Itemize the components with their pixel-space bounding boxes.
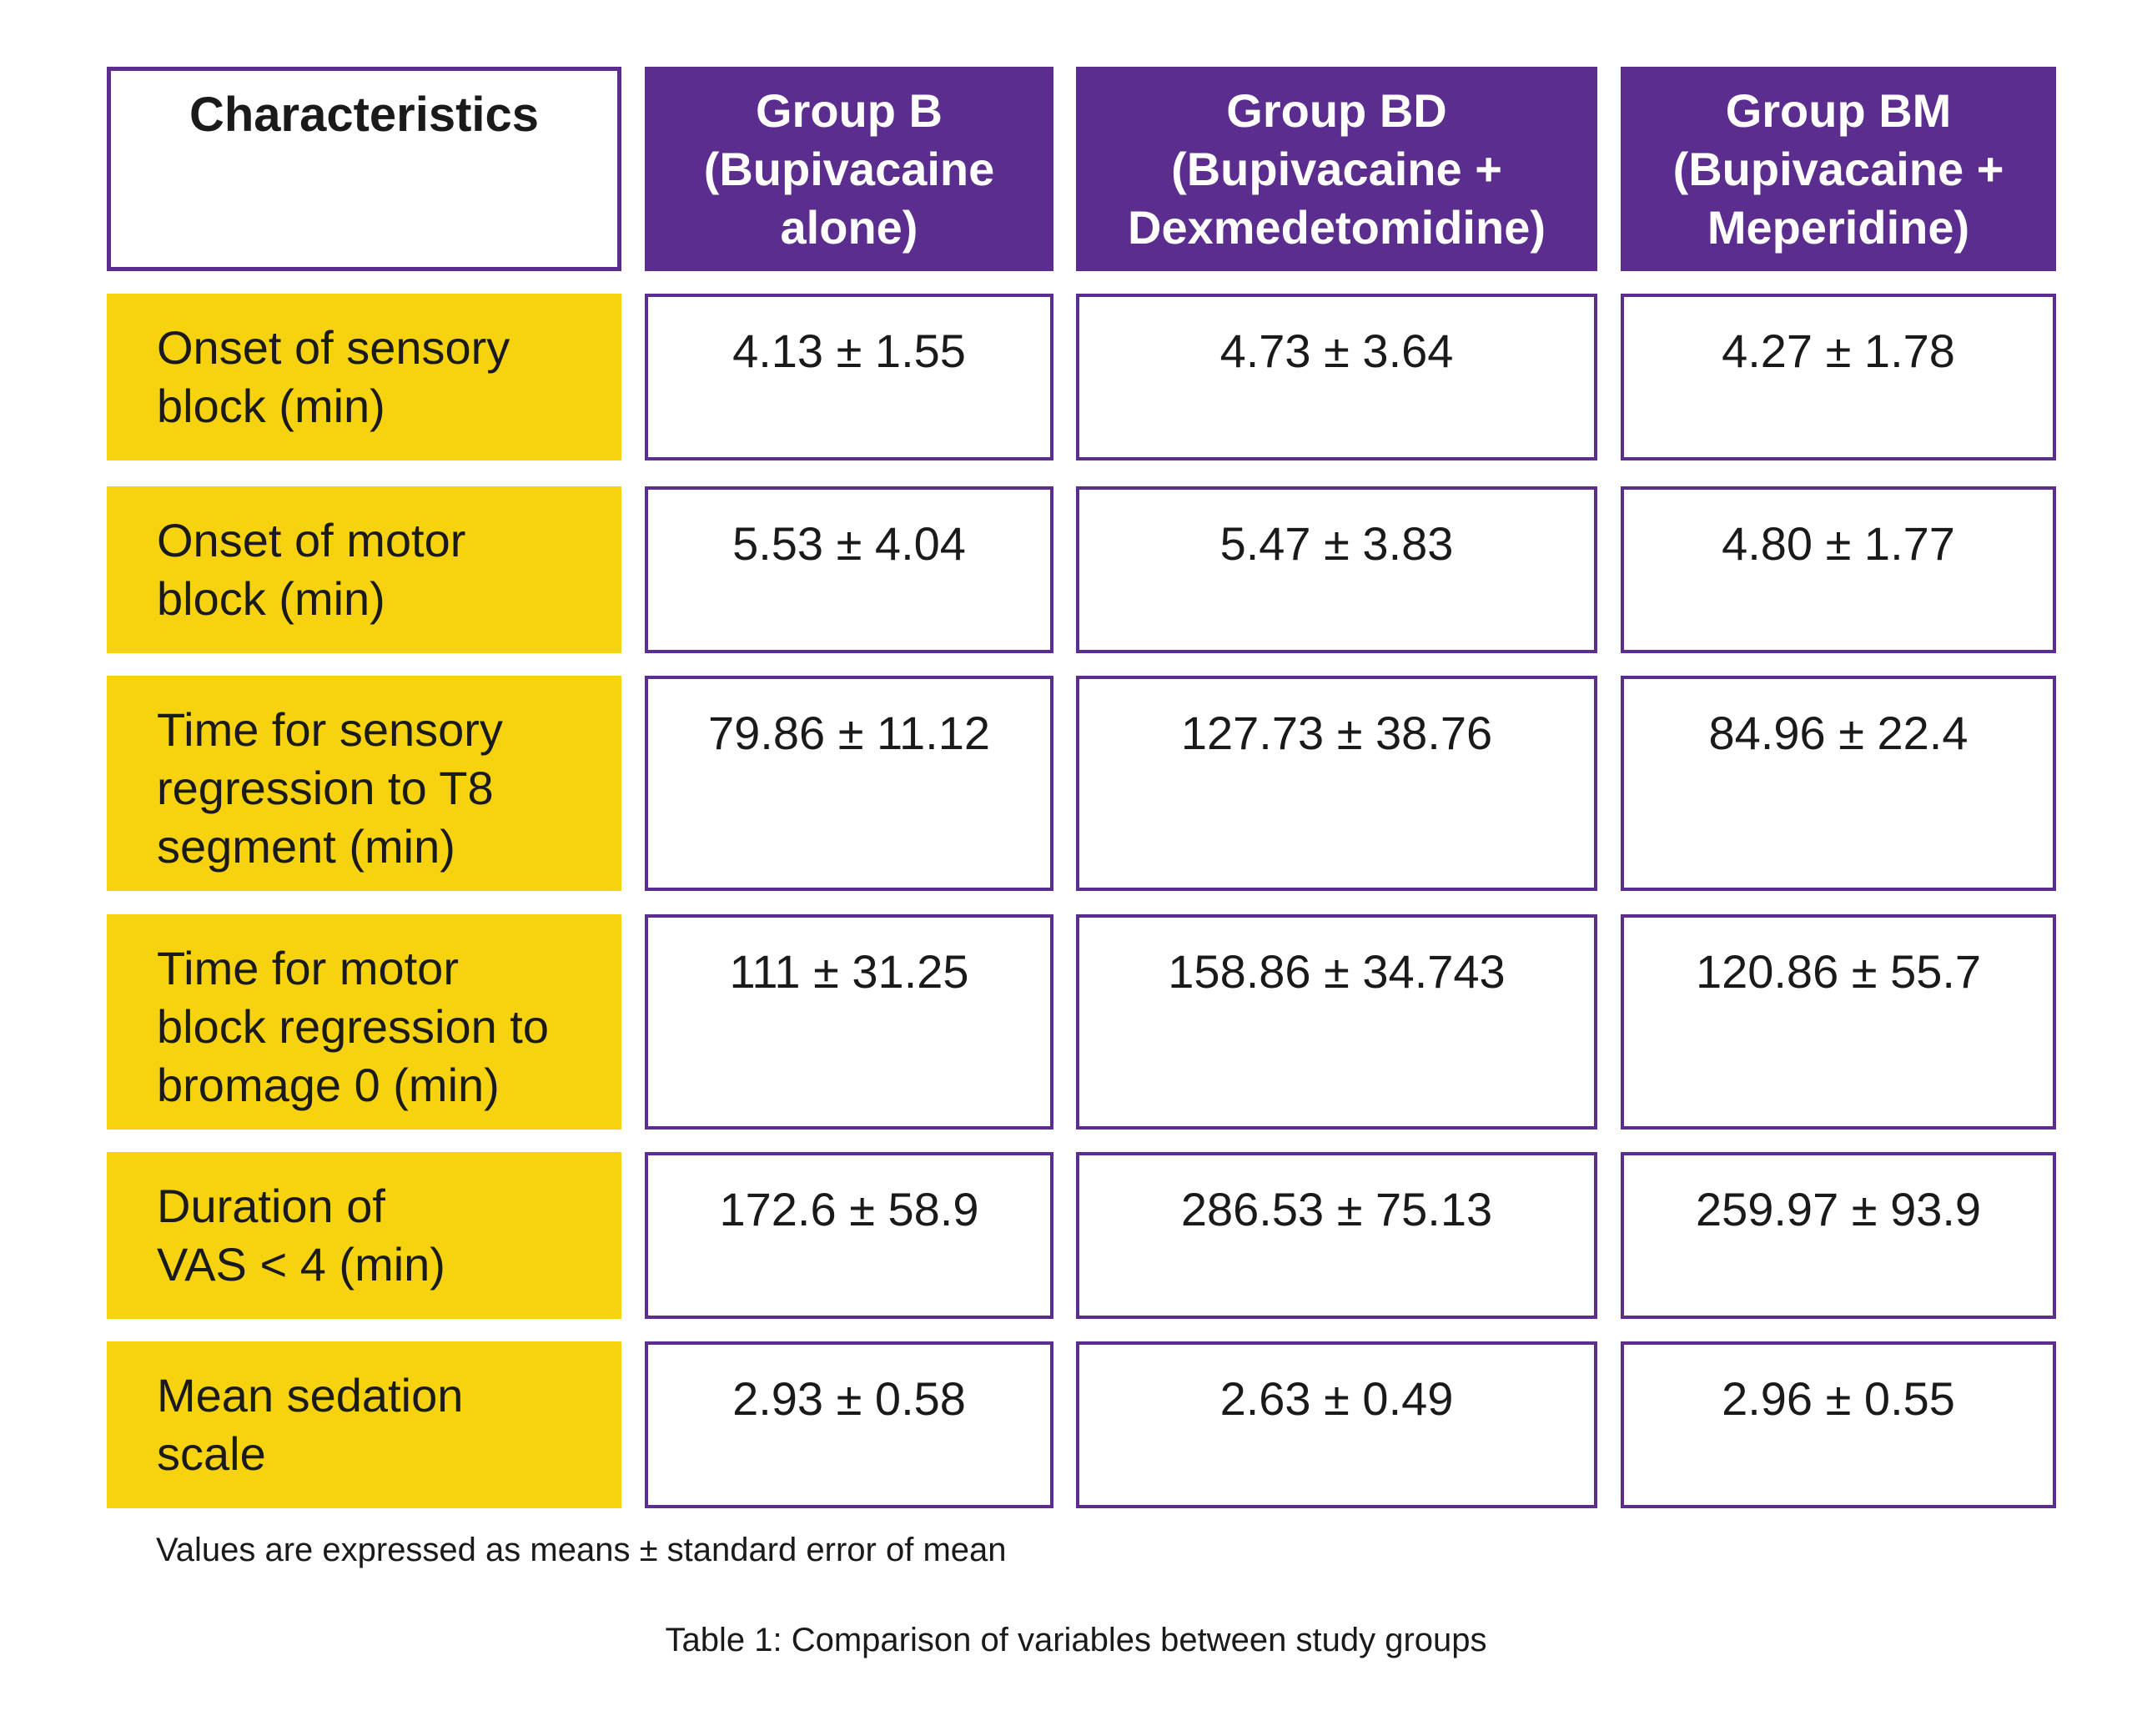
header-group-bm: Group BM (Bupivacaine + Meperidine)	[1621, 67, 2056, 271]
row-label-sensory-regression: Time for sensory regression to T8 segmen…	[107, 676, 621, 891]
value-cell: 4.80 ± 1.77	[1621, 486, 2056, 653]
value-cell: 5.47 ± 3.83	[1076, 486, 1597, 653]
value-cell: 172.6 ± 58.9	[645, 1152, 1053, 1319]
value-cell: 158.86 ± 34.743	[1076, 914, 1597, 1130]
value-cell: 2.93 ± 0.58	[645, 1341, 1053, 1508]
value-cell: 2.96 ± 0.55	[1621, 1341, 2056, 1508]
value-cell: 111 ± 31.25	[645, 914, 1053, 1130]
value-cell: 4.73 ± 3.64	[1076, 294, 1597, 460]
header-group-bd: Group BD (Bupivacaine + Dexmedetomidine)	[1076, 67, 1597, 271]
value-cell: 120.86 ± 55.7	[1621, 914, 2056, 1130]
header-characteristics: Characteristics	[107, 67, 621, 271]
value-cell: 84.96 ± 22.4	[1621, 676, 2056, 891]
row-label-sedation-scale: Mean sedation scale	[107, 1341, 621, 1508]
value-cell: 286.53 ± 75.13	[1076, 1152, 1597, 1319]
value-cell: 127.73 ± 38.76	[1076, 676, 1597, 891]
row-label-onset-motor: Onset of motor block (min)	[107, 486, 621, 653]
row-label-motor-regression: Time for motor block regression to broma…	[107, 914, 621, 1130]
value-cell: 79.86 ± 11.12	[645, 676, 1053, 891]
table-caption: Table 1: Comparison of variables between…	[665, 1622, 1487, 1658]
row-label-onset-sensory: Onset of sensory block (min)	[107, 294, 621, 460]
table-footnote: Values are expressed as means ± standard…	[156, 1532, 1007, 1568]
header-group-b: Group B (Bupivacaine alone)	[645, 67, 1053, 271]
value-cell: 4.13 ± 1.55	[645, 294, 1053, 460]
row-label-duration-vas: Duration of VAS < 4 (min)	[107, 1152, 621, 1319]
value-cell: 2.63 ± 0.49	[1076, 1341, 1597, 1508]
value-cell: 4.27 ± 1.78	[1621, 294, 2056, 460]
value-cell: 259.97 ± 93.9	[1621, 1152, 2056, 1319]
value-cell: 5.53 ± 4.04	[645, 486, 1053, 653]
